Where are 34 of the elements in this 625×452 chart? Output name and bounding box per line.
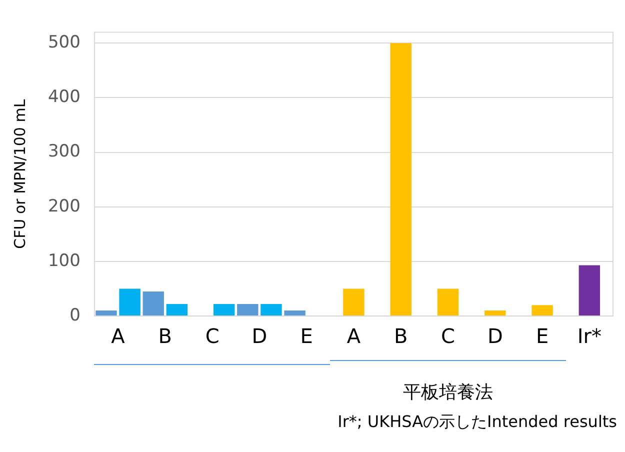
bar: [237, 304, 258, 316]
bar: [284, 310, 306, 316]
bar: [578, 265, 600, 316]
bar: [119, 288, 140, 316]
y-tick-label: 400: [48, 87, 80, 108]
x-tick-label: D: [252, 324, 268, 348]
x-tick-label: A: [111, 324, 126, 348]
y-tick-label: 300: [48, 142, 80, 162]
bar: [96, 310, 117, 316]
x-tick-label: E: [300, 324, 313, 348]
y-axis-title: CFU or MPN/100 mL: [10, 98, 29, 249]
y-tick-label: 500: [48, 32, 80, 53]
x-tick-label: B: [158, 324, 172, 348]
text: Ir*; UKHSAの示したIntended results: [338, 412, 617, 433]
x-tick-label: D: [487, 324, 503, 348]
y-tick-label: 0: [70, 305, 80, 326]
x-tick-label: C: [205, 324, 220, 348]
text: 平板培養法: [402, 381, 494, 404]
x-tick-label: C: [441, 324, 455, 348]
bar: [437, 288, 459, 316]
bar: [142, 291, 164, 316]
bar: [343, 288, 364, 316]
x-tick-label: B: [394, 324, 408, 348]
bar: [484, 310, 506, 316]
bar: [166, 304, 188, 316]
bar: [532, 305, 553, 316]
bar: [260, 304, 282, 316]
x-tick-label: Ir*: [577, 324, 602, 348]
x-tick-label: A: [346, 324, 361, 348]
bar: [213, 304, 235, 316]
y-tick-label: 200: [48, 196, 80, 216]
x-tick-label: E: [536, 324, 549, 348]
bar: [390, 43, 412, 316]
y-tick-label: 100: [48, 250, 80, 271]
